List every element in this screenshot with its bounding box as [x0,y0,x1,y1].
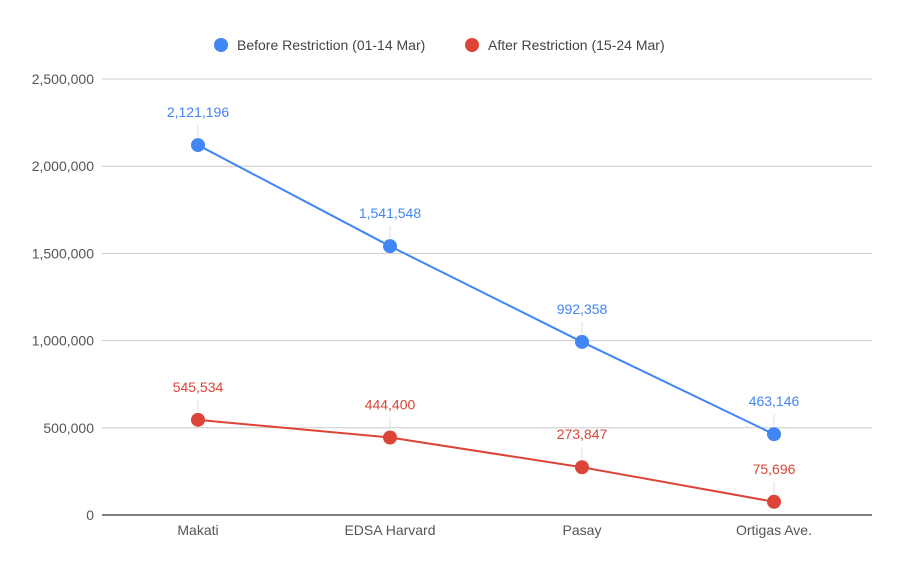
data-point [383,239,397,254]
y-tick-label: 1,000,000 [32,333,94,349]
y-tick-label: 0 [86,507,94,523]
data-label: 444,400 [365,396,416,412]
data-point [191,138,205,153]
x-tick-label: EDSA Harvard [344,522,435,538]
data-label: 75,696 [753,461,796,477]
series-line [197,418,775,503]
gridlines [102,78,872,429]
legend-marker [214,38,228,52]
x-tick-label: Pasay [563,522,602,538]
data-label: 992,358 [557,301,608,317]
data-point [191,412,205,427]
data-labels: 2,121,196 1,541,548 992,358 463,146 545,534 4… [167,104,800,494]
data-point [383,430,397,445]
data-point [767,494,781,509]
series [191,138,781,509]
axes: 0 500,000 1,000,000 1,500,000 2,000,000 2,500… [32,71,872,538]
y-tick-label: 500,000 [43,420,94,436]
x-tick-label: Makati [177,522,218,538]
legend-label: After Restriction (15-24 Mar) [488,37,665,53]
y-tick-label: 2,500,000 [32,71,94,87]
legend: Before Restriction (01-14 Mar) After Rest… [214,37,665,53]
y-tick-label: 2,000,000 [32,158,94,174]
data-label: 1,541,548 [359,205,421,221]
legend-marker [465,38,479,52]
data-point [575,460,589,475]
x-tick-label: Ortigas Ave. [736,522,812,538]
data-label: 2,121,196 [167,104,229,120]
data-label: 273,847 [557,426,608,442]
data-point [767,427,781,442]
legend-label: Before Restriction (01-14 Mar) [237,37,425,53]
data-label: 545,534 [173,379,224,395]
data-label: 463,146 [749,393,800,409]
data-point [575,334,589,349]
y-tick-label: 1,500,000 [32,245,94,261]
series-line [197,144,775,436]
